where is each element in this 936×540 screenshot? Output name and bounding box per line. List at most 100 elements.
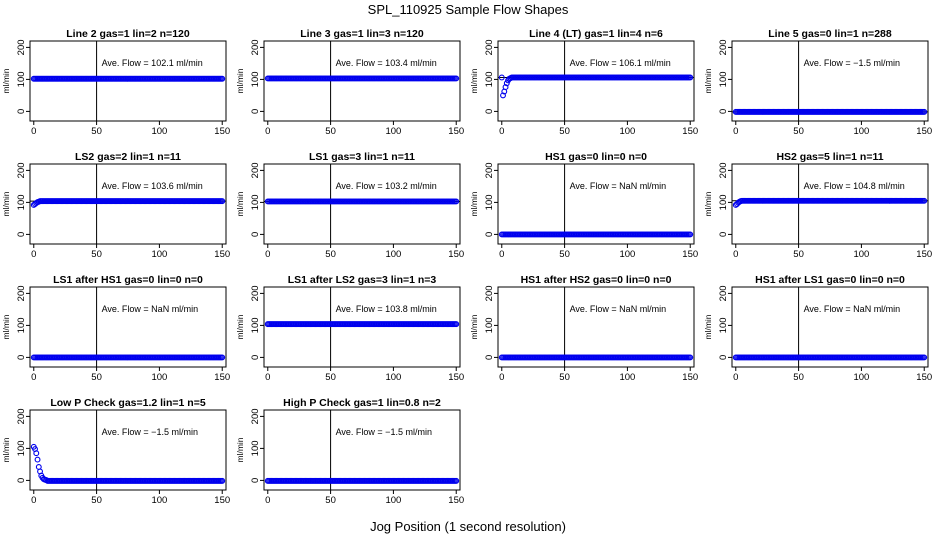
plot-frame	[731, 163, 929, 245]
x-tick-label: 150	[448, 126, 464, 137]
x-tick-label: 100	[151, 495, 167, 506]
average-flow-note: Ave. Flow = 103.8 ml/min	[336, 304, 437, 314]
x-tick-label: 150	[214, 249, 230, 260]
data-point	[921, 197, 928, 204]
y-tick-label: 100	[718, 317, 729, 333]
x-tick-label: 100	[853, 126, 869, 137]
plot-frame	[29, 163, 227, 245]
plot-frame	[263, 163, 461, 245]
y-tick-label: 100	[250, 440, 261, 456]
y-tick-label: 200	[718, 39, 729, 55]
data-point	[453, 477, 460, 484]
data-point	[34, 456, 41, 463]
data-series	[732, 354, 928, 361]
data-series	[30, 443, 226, 484]
plot-frame	[731, 40, 929, 122]
data-series	[264, 198, 460, 205]
x-tick-label: 50	[325, 495, 336, 506]
y-tick-label: 0	[16, 478, 27, 483]
y-axis-label: ml/min	[469, 68, 479, 93]
x-tick-label: 150	[682, 372, 698, 383]
data-point	[453, 75, 460, 82]
x-tick-label: 0	[499, 372, 504, 383]
y-tick-label: 0	[718, 109, 729, 114]
panel-8: HS2 gas=5 lin=1 n=11 0 50 100 150 0 100 200 ml/m…	[703, 151, 932, 260]
panel-title: Low P Check gas=1.2 lin=1 n=5	[50, 397, 205, 409]
y-tick-label: 0	[484, 355, 495, 360]
panel-1: Line 2 gas=1 lin=2 n=120 0 50 100 150 0 100 200…	[1, 28, 230, 137]
y-axis-label: ml/min	[235, 437, 245, 462]
x-tick-label: 150	[916, 126, 932, 137]
y-axis-label: ml/min	[703, 68, 713, 93]
panel-13: Low P Check gas=1.2 lin=1 n=5 0 50 100 150 0 1…	[1, 397, 230, 506]
x-tick-label: 100	[385, 126, 401, 137]
average-flow-note: Ave. Flow = NaN ml/min	[102, 304, 199, 314]
panel-title: Line 4 (LT) gas=1 lin=4 n=6	[529, 28, 663, 40]
data-point	[498, 74, 505, 81]
panel-title: LS2 gas=2 lin=1 n=11	[75, 151, 181, 163]
y-tick-label: 200	[16, 285, 27, 301]
x-tick-label: 150	[214, 372, 230, 383]
panel-9: LS1 after HS1 gas=0 lin=0 n=0 0 50 100 150 0 1…	[1, 274, 230, 383]
y-axis-label: ml/min	[235, 191, 245, 216]
y-tick-label: 100	[16, 317, 27, 333]
x-tick-label: 150	[214, 495, 230, 506]
y-tick-label: 0	[484, 109, 495, 114]
y-tick-label: 200	[718, 285, 729, 301]
y-axis-label: ml/min	[469, 314, 479, 339]
data-point	[687, 354, 694, 361]
data-point	[453, 198, 460, 205]
data-series	[30, 198, 226, 208]
y-tick-label: 100	[16, 194, 27, 210]
average-flow-note: Ave. Flow = 103.2 ml/min	[336, 181, 437, 191]
panel-12: HS1 after LS1 gas=0 lin=0 n=0 0 50 100 150 0 1…	[703, 274, 932, 383]
y-tick-label: 200	[16, 39, 27, 55]
x-tick-label: 0	[733, 372, 738, 383]
x-tick-label: 50	[91, 126, 102, 137]
panel-3: Line 4 (LT) gas=1 lin=4 n=6 0 50 100 150 0 100…	[469, 28, 698, 137]
y-tick-label: 100	[250, 317, 261, 333]
panel-10: LS1 after LS2 gas=3 lin=1 n=3 0 50 100 150 0 1…	[235, 274, 464, 383]
data-series	[30, 75, 226, 82]
data-point	[502, 84, 509, 91]
y-axis-label: ml/min	[235, 314, 245, 339]
x-tick-label: 0	[31, 495, 36, 506]
data-point	[219, 75, 226, 82]
panel-title: LS1 after HS1 gas=0 lin=0 n=0	[53, 274, 203, 286]
panel-11: HS1 after HS2 gas=0 lin=0 n=0 0 50 100 150 0 1…	[469, 274, 698, 383]
x-tick-label: 100	[619, 372, 635, 383]
x-tick-label: 50	[325, 372, 336, 383]
plot-frame	[731, 286, 929, 368]
data-series	[264, 321, 460, 328]
y-tick-label: 0	[718, 355, 729, 360]
panel-title: HS1 gas=0 lin=0 n=0	[545, 151, 647, 163]
y-tick-label: 200	[16, 408, 27, 424]
x-tick-label: 100	[853, 372, 869, 383]
main-title: SPL_110925 Sample Flow Shapes	[368, 2, 569, 17]
x-tick-label: 50	[559, 126, 570, 137]
panel-title: Line 2 gas=1 lin=2 n=120	[66, 28, 190, 40]
y-tick-label: 100	[484, 71, 495, 87]
x-tick-label: 0	[31, 126, 36, 137]
x-tick-label: 100	[853, 249, 869, 260]
data-point	[219, 198, 226, 205]
y-tick-label: 200	[484, 162, 495, 178]
average-flow-note: Ave. Flow = −1.5 ml/min	[804, 58, 900, 68]
x-tick-label: 50	[91, 495, 102, 506]
x-tick-label: 150	[916, 372, 932, 383]
average-flow-note: Ave. Flow = 104.8 ml/min	[804, 181, 905, 191]
average-flow-note: Ave. Flow = NaN ml/min	[804, 304, 901, 314]
x-tick-label: 100	[385, 249, 401, 260]
y-tick-label: 0	[718, 232, 729, 237]
plot-frame	[497, 163, 695, 245]
y-tick-label: 0	[250, 109, 261, 114]
x-tick-label: 0	[499, 126, 504, 137]
x-tick-label: 50	[559, 249, 570, 260]
data-series	[732, 197, 928, 208]
plot-frame	[29, 286, 227, 368]
panel-2: Line 3 gas=1 lin=3 n=120 0 50 100 150 0 100 200…	[235, 28, 464, 137]
x-tick-label: 0	[499, 249, 504, 260]
x-tick-label: 150	[448, 372, 464, 383]
x-tick-label: 0	[733, 126, 738, 137]
